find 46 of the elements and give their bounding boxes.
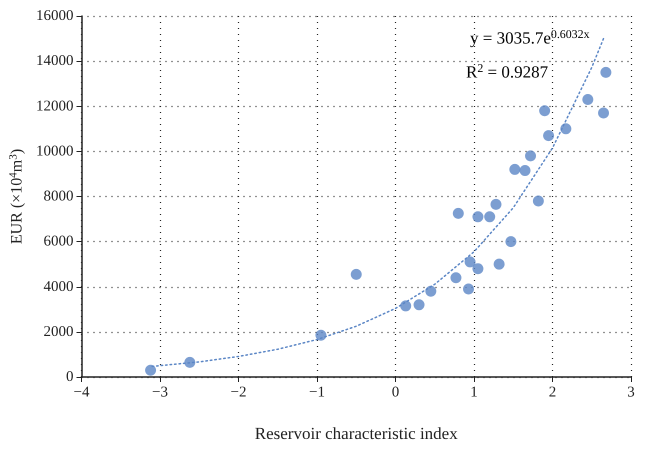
point — [520, 165, 531, 176]
y-tick-label: 6000 — [44, 234, 74, 250]
y-tick-label: 10000 — [36, 143, 74, 160]
x-tick-label: 1 — [470, 384, 478, 400]
y-tick-label: 0 — [66, 369, 74, 385]
point — [145, 364, 156, 376]
point — [450, 272, 462, 284]
point — [315, 330, 326, 341]
point — [582, 94, 594, 105]
x-tick-label: −1 — [309, 384, 325, 400]
point — [414, 299, 425, 310]
y-tick-label: 12000 — [36, 98, 74, 114]
point — [543, 130, 554, 142]
x-tick-label: −3 — [152, 384, 168, 400]
point — [472, 211, 484, 222]
point — [472, 263, 484, 274]
point — [494, 258, 505, 270]
point — [425, 286, 436, 297]
x-tick-label: 3 — [627, 384, 635, 400]
y-tick-label: 14000 — [36, 53, 74, 70]
x-tick-label: 0 — [392, 384, 400, 400]
point — [600, 66, 612, 78]
point — [464, 256, 476, 268]
point — [350, 268, 362, 280]
x-tick-label: −4 — [74, 384, 90, 400]
point — [509, 164, 520, 175]
y-tick-label: 8000 — [44, 188, 74, 204]
point — [400, 300, 412, 312]
x-tick-label: −2 — [230, 384, 246, 400]
point — [463, 284, 474, 295]
x-tick-label: 2 — [548, 384, 556, 400]
y-tick-label: 4000 — [44, 278, 74, 295]
point — [532, 196, 544, 207]
point — [539, 105, 550, 116]
point — [598, 108, 610, 119]
point — [560, 123, 572, 134]
y-tick-label: 2000 — [44, 324, 74, 340]
point — [505, 236, 516, 248]
point — [184, 356, 196, 368]
point — [490, 198, 502, 210]
y-tick-label: 16000 — [36, 8, 74, 24]
y-axis-title: EUR (×104m3) — [8, 148, 26, 244]
x-axis-title: Reservoir characteristic index — [254, 424, 458, 443]
point — [452, 208, 464, 219]
point — [525, 150, 536, 162]
point — [484, 211, 496, 222]
